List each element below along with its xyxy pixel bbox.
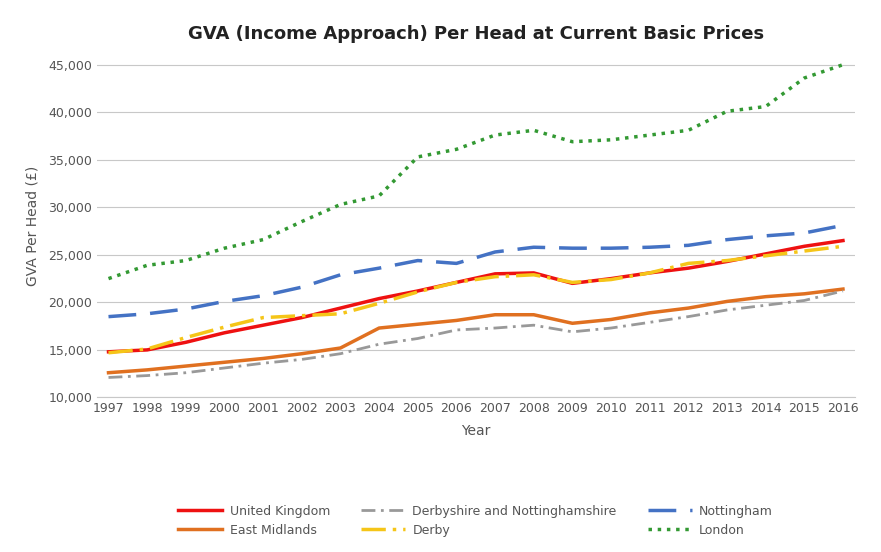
Title: GVA (Income Approach) Per Head at Current Basic Prices: GVA (Income Approach) Per Head at Curren… (188, 24, 764, 43)
Y-axis label: GVA Per Head (£): GVA Per Head (£) (26, 166, 40, 286)
X-axis label: Year: Year (461, 423, 491, 438)
Legend: United Kingdom, East Midlands, Derbyshire and Nottinghamshire, Derby, Nottingham: United Kingdom, East Midlands, Derbyshir… (174, 500, 778, 542)
